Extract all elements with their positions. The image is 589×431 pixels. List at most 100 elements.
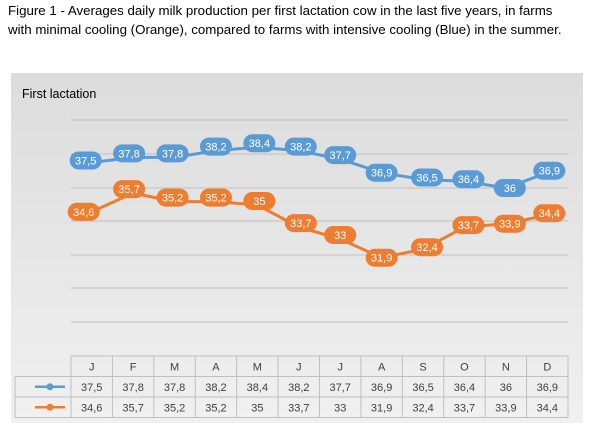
table-value: 31,9 (371, 402, 392, 414)
table-value: 36,9 (537, 382, 558, 394)
category-label: J (337, 362, 343, 374)
data-label-bg (67, 202, 100, 221)
table-value: 33 (334, 402, 346, 414)
data-point: 36 (493, 179, 526, 197)
category-label: M (253, 362, 262, 374)
data-label: 37,7 (329, 150, 350, 162)
chart-area (11, 73, 583, 423)
data-label: 36,5 (416, 173, 437, 185)
table-value: 37,8 (164, 382, 185, 394)
data-point: 33,7 (284, 214, 317, 233)
data-point: 36,5 (411, 168, 444, 187)
data-point: 31,9 (365, 248, 398, 267)
table-value: 36,9 (371, 382, 392, 394)
data-label: 34,6 (73, 207, 94, 219)
data-label-bg (156, 188, 189, 207)
table-value: 32,4 (412, 402, 433, 414)
legend-key-marker (46, 383, 54, 391)
data-label: 38,2 (290, 142, 311, 154)
data-label-bg (365, 163, 398, 182)
table-value: 38,2 (205, 382, 226, 394)
data-point: 37,8 (113, 144, 146, 163)
data-label-bg (324, 146, 357, 165)
data-label: 37,5 (75, 156, 96, 168)
category-label: N (502, 362, 510, 374)
data-label-bg (284, 214, 317, 233)
table-value: 38,2 (288, 382, 309, 394)
data-point: 38,4 (243, 134, 276, 153)
data-point: 37,5 (69, 151, 102, 170)
data-label: 35,7 (118, 184, 139, 196)
data-label: 36 (504, 183, 516, 195)
category-label: D (543, 362, 551, 374)
category-label: A (212, 362, 220, 374)
table-value: 33,9 (495, 402, 516, 414)
data-point: 34,4 (533, 204, 566, 223)
data-point: 35 (243, 192, 276, 210)
table-value: 35 (251, 402, 263, 414)
data-point: 38,2 (199, 137, 232, 156)
data-label-bg (493, 179, 526, 197)
data-label: 33,9 (499, 219, 520, 231)
data-label: 35,2 (205, 193, 226, 205)
data-label-bg (284, 137, 317, 156)
data-label: 32,4 (416, 242, 437, 254)
data-label-bg (493, 214, 526, 233)
table-value: 37,5 (81, 382, 102, 394)
data-label: 38,2 (205, 142, 226, 154)
table-value: 35,2 (205, 402, 226, 414)
data-label-bg (411, 238, 444, 257)
data-point: 35,2 (199, 188, 232, 207)
table-value: 38,4 (247, 382, 268, 394)
table-value: 35,7 (122, 402, 143, 414)
data-label-bg (113, 180, 146, 199)
data-point: 35,2 (156, 188, 189, 207)
data-point: 33,7 (452, 216, 485, 235)
table-value: 33,7 (288, 402, 309, 414)
table-value: 34,4 (537, 402, 558, 414)
table-value: 36 (500, 382, 512, 394)
data-label-bg (156, 144, 189, 163)
data-label-bg (113, 144, 146, 163)
data-point: 37,7 (324, 146, 357, 165)
data-label: 31,9 (371, 253, 392, 265)
data-label-bg (199, 137, 232, 156)
table-value: 34,6 (81, 402, 102, 414)
data-label: 36,9 (371, 168, 392, 180)
data-label: 34,4 (539, 208, 560, 220)
legend-key-marker (46, 403, 54, 411)
table-value: 37,8 (122, 382, 143, 394)
data-point: 35,7 (113, 180, 146, 199)
chart-title: First lactation (22, 87, 97, 101)
category-label: J (89, 362, 95, 374)
data-label-bg (365, 248, 398, 267)
data-point: 36,4 (452, 170, 485, 189)
data-label: 36,9 (539, 166, 560, 178)
data-label: 37,8 (118, 148, 139, 160)
data-label-bg (533, 204, 566, 223)
data-point: 36,9 (365, 163, 398, 182)
data-point: 34,6 (67, 202, 100, 221)
data-point: 33 (324, 226, 357, 244)
data-label: 37,8 (162, 148, 183, 160)
data-label: 35,2 (162, 193, 183, 205)
data-point: 38,2 (284, 137, 317, 156)
data-label: 36,4 (458, 174, 479, 186)
category-label: J (296, 362, 302, 374)
data-point: 36,9 (533, 161, 566, 180)
category-label: M (170, 362, 179, 374)
data-label-bg (411, 168, 444, 187)
table-value: 37,7 (329, 382, 350, 394)
data-label-bg (324, 226, 357, 244)
data-label-bg (199, 188, 232, 207)
data-label: 35 (253, 196, 265, 208)
data-label-bg (243, 134, 276, 153)
data-point: 33,9 (493, 214, 526, 233)
category-label: O (460, 362, 469, 374)
table-value: 36,4 (454, 382, 475, 394)
category-label: S (419, 362, 426, 374)
category-label: F (130, 362, 137, 374)
figure-caption: Figure 1 - Averages daily milk productio… (8, 3, 562, 37)
table-value: 35,2 (164, 402, 185, 414)
